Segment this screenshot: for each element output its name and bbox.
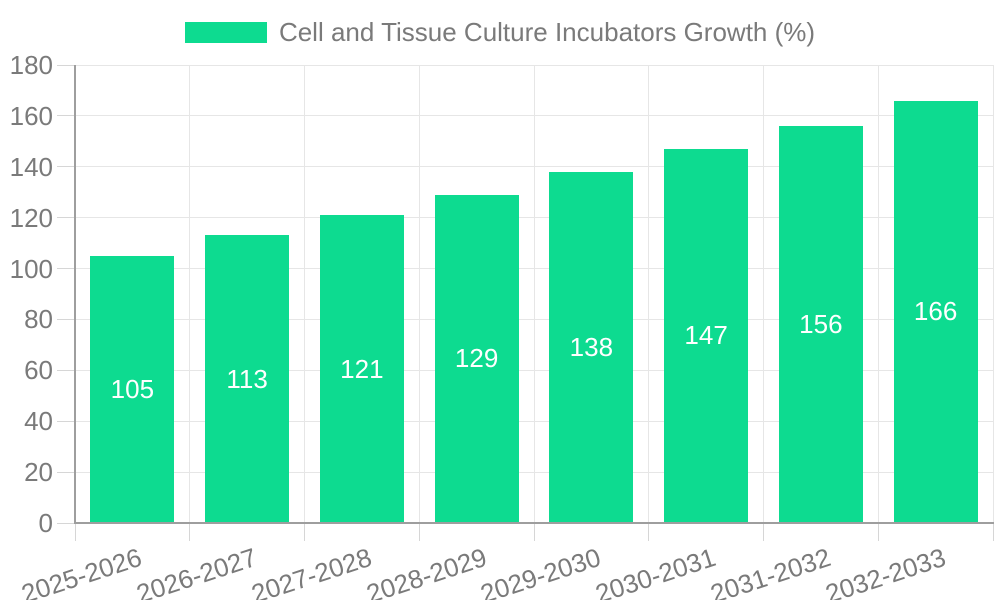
bar-value-label: 129 bbox=[454, 343, 499, 374]
x-axis-tick bbox=[533, 523, 535, 541]
bar-value-label: 138 bbox=[569, 331, 614, 362]
y-axis-tick bbox=[57, 522, 75, 524]
x-axis-tick bbox=[992, 523, 994, 541]
y-axis-tick bbox=[57, 471, 75, 473]
bar[interactable]: 166 bbox=[893, 100, 978, 523]
gridline-vertical bbox=[418, 65, 420, 523]
y-axis-tick bbox=[57, 166, 75, 168]
x-axis-tick bbox=[74, 523, 76, 541]
y-axis-tick bbox=[57, 318, 75, 320]
y-tick-label: 180 bbox=[9, 50, 53, 80]
y-axis-tick bbox=[57, 420, 75, 422]
gridline-vertical bbox=[877, 65, 879, 523]
bar-value-label: 156 bbox=[799, 309, 843, 340]
gridline-vertical bbox=[763, 65, 764, 523]
bar-value-label: 105 bbox=[110, 373, 155, 404]
x-axis-line bbox=[74, 522, 994, 524]
x-axis-tick bbox=[418, 523, 420, 541]
bar[interactable]: 147 bbox=[664, 148, 749, 523]
x-axis-tick bbox=[877, 523, 879, 541]
y-tick-label: 80 bbox=[24, 304, 53, 335]
y-axis-line bbox=[74, 65, 76, 523]
y-tick-label: 20 bbox=[24, 457, 53, 488]
y-axis-tick bbox=[57, 369, 75, 371]
x-axis-tick bbox=[189, 523, 191, 541]
legend-label: Cell and Tissue Culture Incubators Growt… bbox=[278, 17, 816, 47]
y-tick-label: 40 bbox=[24, 406, 53, 437]
bar[interactable]: 129 bbox=[434, 194, 519, 523]
bar[interactable]: 156 bbox=[778, 126, 863, 523]
gridline-vertical bbox=[304, 65, 305, 523]
y-tick-label: 140 bbox=[9, 151, 53, 182]
bar-value-label: 166 bbox=[913, 296, 958, 327]
y-tick-label: 0 bbox=[38, 508, 53, 538]
y-tick-label: 60 bbox=[24, 355, 53, 386]
bar-value-label: 113 bbox=[226, 363, 268, 394]
y-axis-tick bbox=[57, 64, 75, 66]
chart-legend[interactable]: Cell and Tissue Culture Incubators Growt… bbox=[0, 17, 1000, 48]
legend-swatch-icon bbox=[184, 22, 267, 43]
bar[interactable]: 105 bbox=[90, 255, 175, 523]
bar[interactable]: 121 bbox=[319, 215, 404, 523]
bar[interactable]: 113 bbox=[205, 235, 290, 523]
bar-value-label: 147 bbox=[684, 320, 728, 351]
y-tick-label: 120 bbox=[9, 202, 53, 233]
gridline-vertical bbox=[648, 65, 650, 523]
x-axis-tick bbox=[763, 523, 764, 541]
y-axis-tick bbox=[57, 115, 75, 117]
y-axis-tick bbox=[57, 217, 75, 219]
y-tick-label: 100 bbox=[9, 253, 53, 284]
bar-value-label: 121 bbox=[340, 353, 384, 384]
gridline-vertical bbox=[189, 65, 191, 523]
gridline-vertical bbox=[992, 65, 994, 523]
x-axis-tick bbox=[304, 523, 305, 541]
gridline-vertical bbox=[533, 65, 535, 523]
y-tick-label: 160 bbox=[9, 100, 53, 131]
x-axis-tick bbox=[648, 523, 650, 541]
bar[interactable]: 138 bbox=[549, 171, 634, 523]
y-axis-tick bbox=[57, 268, 75, 270]
